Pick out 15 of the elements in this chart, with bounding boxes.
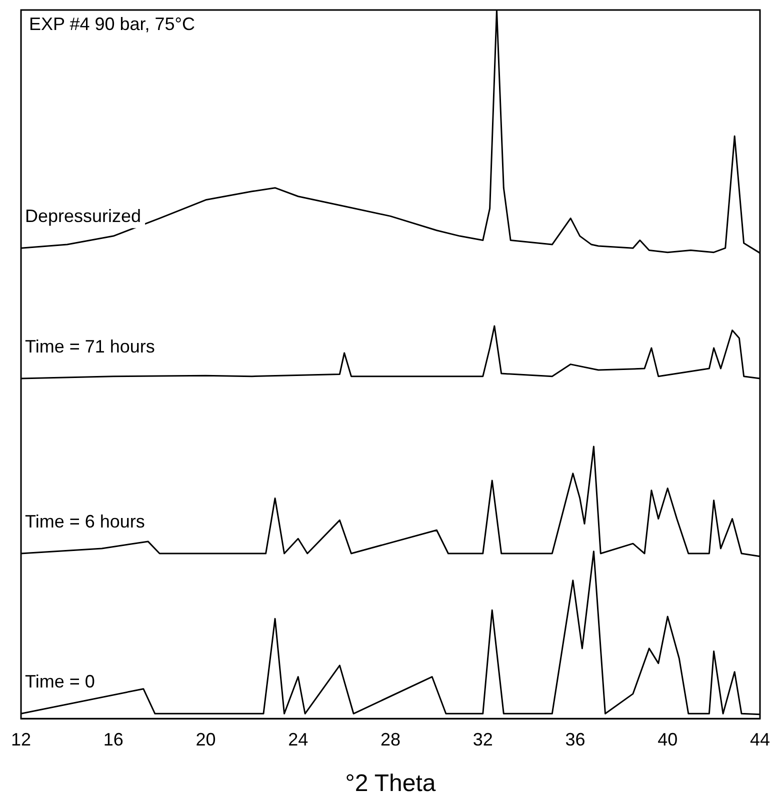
x-tick-label: 32 — [472, 729, 493, 750]
x-tick-label: 40 — [658, 729, 678, 750]
chart-title: EXP #4 90 bar, 75°C — [29, 14, 195, 34]
x-axis-title: °2 Theta — [345, 770, 436, 798]
x-tick-label: 28 — [380, 729, 401, 750]
series-label: Depressurized — [25, 206, 142, 226]
series-label: Time = 71 hours — [25, 336, 155, 356]
x-tick-label: 36 — [565, 729, 586, 750]
x-tick-label: 20 — [196, 729, 216, 750]
series-label: Time = 6 hours — [25, 511, 145, 532]
x-tick-label: 44 — [750, 729, 770, 750]
x-tick-label: 24 — [288, 729, 308, 750]
x-tick-label: 12 — [10, 729, 32, 750]
x-tick-label: 16 — [103, 729, 124, 750]
series-label: Time = 0 — [25, 672, 95, 692]
